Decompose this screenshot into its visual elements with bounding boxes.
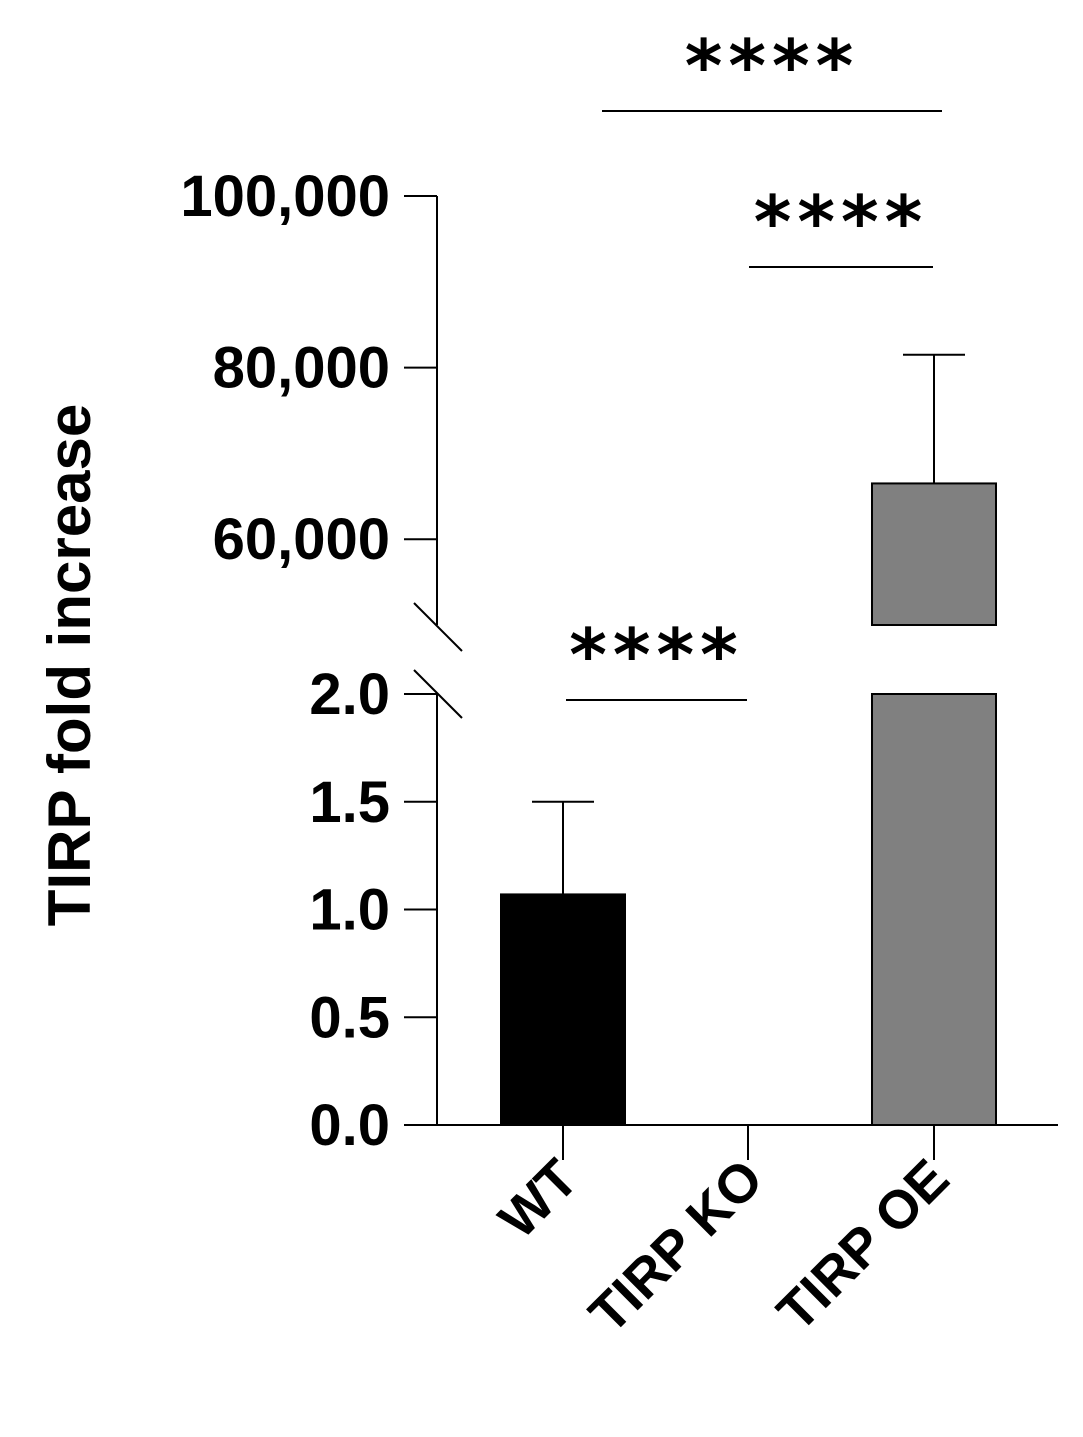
significance-label: **** <box>569 613 744 697</box>
y-tick-label: 0.5 <box>309 985 390 1050</box>
x-tick-label: TIRP OE <box>766 1148 960 1342</box>
y-tick-label: 1.5 <box>309 770 390 835</box>
y-tick-label: 80,000 <box>213 336 390 401</box>
x-tick-label: TIRP KO <box>578 1148 775 1345</box>
axis-break-mark <box>413 669 463 719</box>
y-axis-label: TIRP fold increase <box>36 404 103 926</box>
axis-break-mark <box>413 602 463 652</box>
y-tick-label: 100,000 <box>180 164 390 229</box>
y-tick-label: 1.0 <box>309 878 390 943</box>
bar <box>500 893 626 1126</box>
y-tick-label: 60,000 <box>213 507 390 572</box>
bar <box>871 693 997 1126</box>
y-tick-label: 2.0 <box>309 662 390 727</box>
x-tick-label: WT <box>488 1148 590 1250</box>
y-tick-label: 0.0 <box>309 1093 390 1158</box>
bar <box>871 482 997 626</box>
significance-label: **** <box>685 24 860 108</box>
significance-label: **** <box>754 180 929 264</box>
